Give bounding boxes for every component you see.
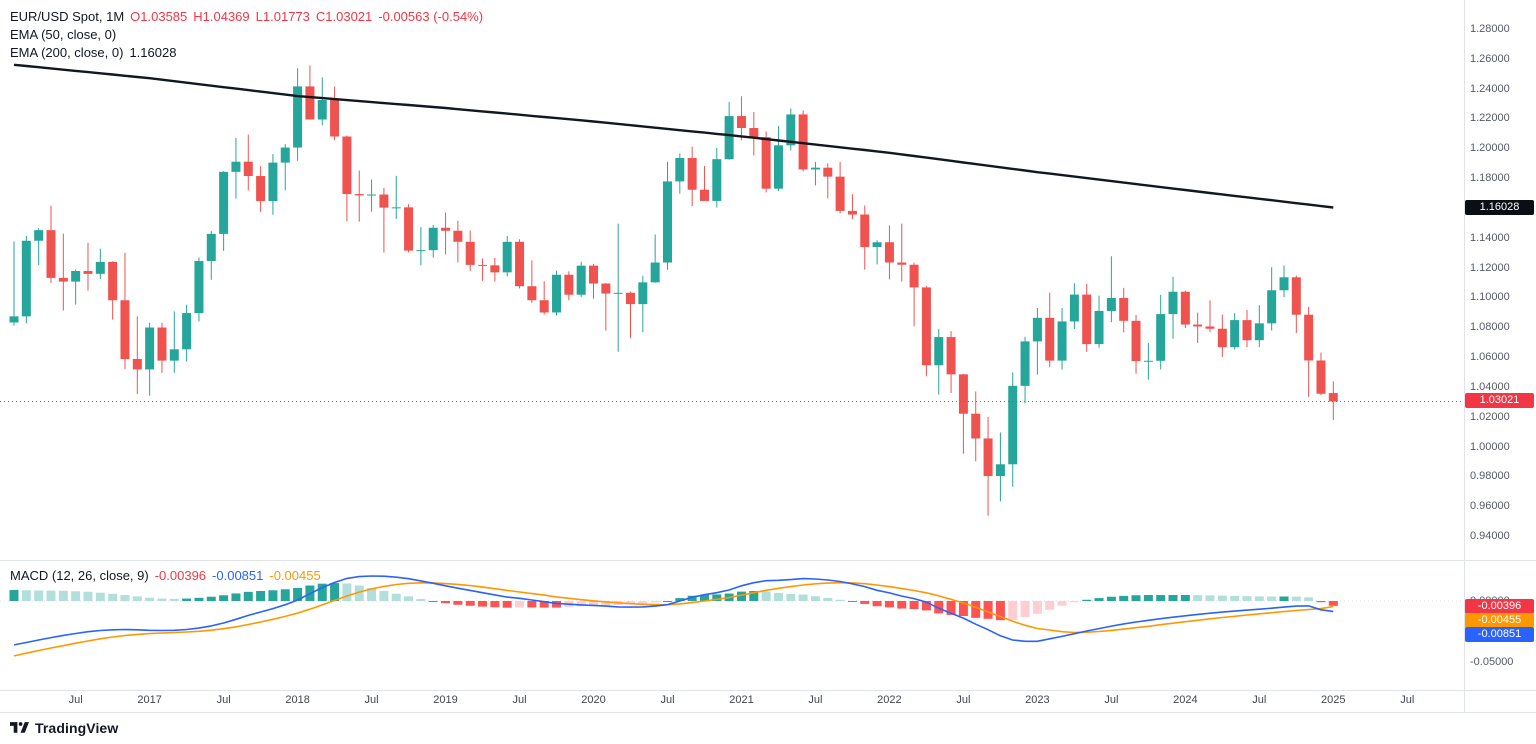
macd-tick: -0.05000	[1470, 656, 1514, 668]
price-tick: 1.24000	[1470, 82, 1510, 95]
time-tick: 2018	[285, 694, 310, 706]
macd-chip: -0.00455	[1465, 613, 1534, 628]
price-tick: 0.96000	[1470, 500, 1510, 513]
time-tick: 2025	[1321, 694, 1346, 706]
time-tick: Jul	[1252, 694, 1267, 706]
price-tick: 1.26000	[1470, 52, 1510, 65]
price-tick: 1.28000	[1470, 23, 1510, 35]
chart-legend: EUR/USD Spot, 1M O1.03585 H1.04369 L1.01…	[10, 7, 483, 61]
time-axis-divider	[0, 690, 1536, 691]
time-tick: 2024	[1173, 694, 1198, 706]
last-price-label: 1.03021	[1465, 393, 1534, 409]
ema200-price-label: 1.16028	[1465, 199, 1534, 215]
symbol-title: EUR/USD Spot, 1M	[10, 8, 125, 24]
time-tick: Jul	[808, 694, 823, 706]
price-tick: 1.04000	[1470, 380, 1510, 393]
time-tick: Jul	[1400, 694, 1415, 706]
tradingview-logo-icon	[10, 721, 29, 733]
macd-chip: -0.00851	[1465, 627, 1534, 642]
ohlc-low: L1.01773	[255, 8, 310, 24]
tradingview-logo[interactable]: TradingView	[10, 720, 118, 737]
time-axis[interactable]: Jul 2017 Jul 2018 Jul 2019 Jul 2020 Jul 2021 Jul 20…	[0, 691, 1464, 711]
time-tick: 2023	[1025, 694, 1050, 706]
time-tick: Jul	[1104, 694, 1119, 706]
ohlc-open: O1.03585	[130, 8, 188, 24]
macd-legend: MACD (12, 26, close, 9) -0.00396 -0.0085…	[10, 566, 321, 584]
ema200-value: 1.16028	[129, 44, 177, 60]
time-tick: Jul	[512, 694, 527, 706]
ema50-label: EMA (50, close, 0)	[10, 26, 117, 42]
ema200-line	[13, 63, 1334, 209]
footer-divider	[0, 712, 1536, 713]
candles-series	[9, 65, 1338, 516]
brand-text: TradingView	[35, 720, 119, 736]
ema200-label: EMA (200, close, 0)	[10, 44, 124, 60]
price-axis-border	[1464, 0, 1465, 712]
price-tick: 1.10000	[1470, 291, 1510, 304]
price-tick: 1.12000	[1470, 261, 1510, 274]
price-tick: 1.08000	[1470, 321, 1510, 334]
ohlc-change: -0.00563 (-0.54%)	[378, 8, 484, 24]
symbol-legend-row[interactable]: EUR/USD Spot, 1M O1.03585 H1.04369 L1.01…	[10, 7, 483, 25]
time-tick: Jul	[956, 694, 971, 706]
macd-legend-row[interactable]: MACD (12, 26, close, 9) -0.00396 -0.0085…	[10, 566, 321, 584]
time-tick: 2022	[877, 694, 902, 706]
macd-main-line	[13, 575, 1334, 646]
ohlc-close: C1.03021	[315, 8, 373, 24]
footer: TradingView	[10, 715, 118, 741]
price-tick: 1.18000	[1470, 172, 1510, 185]
price-tick: 1.06000	[1470, 351, 1510, 364]
time-tick: Jul	[364, 694, 379, 706]
price-tick: 1.22000	[1470, 112, 1510, 125]
time-tick: Jul	[216, 694, 231, 706]
macd-histogram	[9, 583, 1338, 621]
time-tick: Jul	[68, 694, 83, 706]
price-tick: 1.14000	[1470, 231, 1510, 244]
ohlc-high: H1.04369	[193, 8, 250, 24]
macd-signal-line	[13, 581, 1334, 657]
macd-hist-value: -0.00396	[154, 567, 207, 583]
price-tick: 0.98000	[1470, 470, 1510, 483]
time-tick: 2019	[433, 694, 458, 706]
price-tick: 1.00000	[1470, 440, 1510, 453]
ema200-legend-row[interactable]: EMA (200, close, 0) 1.16028	[10, 43, 483, 61]
price-tick: 1.20000	[1470, 142, 1510, 155]
time-tick: 2017	[137, 694, 162, 706]
price-tick: 1.02000	[1470, 410, 1510, 423]
time-tick: 2021	[729, 694, 754, 706]
macd-line-value: -0.00851	[212, 567, 264, 583]
pane-divider[interactable]	[0, 560, 1536, 561]
macd-label: MACD (12, 26, close, 9)	[10, 567, 149, 583]
time-tick: Jul	[660, 694, 675, 706]
time-tick: 2020	[581, 694, 606, 706]
macd-chip: -0.00396	[1465, 599, 1534, 614]
price-tick: 0.94000	[1470, 530, 1510, 542]
ema50-legend-row[interactable]: EMA (50, close, 0)	[10, 25, 483, 43]
macd-signal-value: -0.00455	[269, 567, 321, 583]
